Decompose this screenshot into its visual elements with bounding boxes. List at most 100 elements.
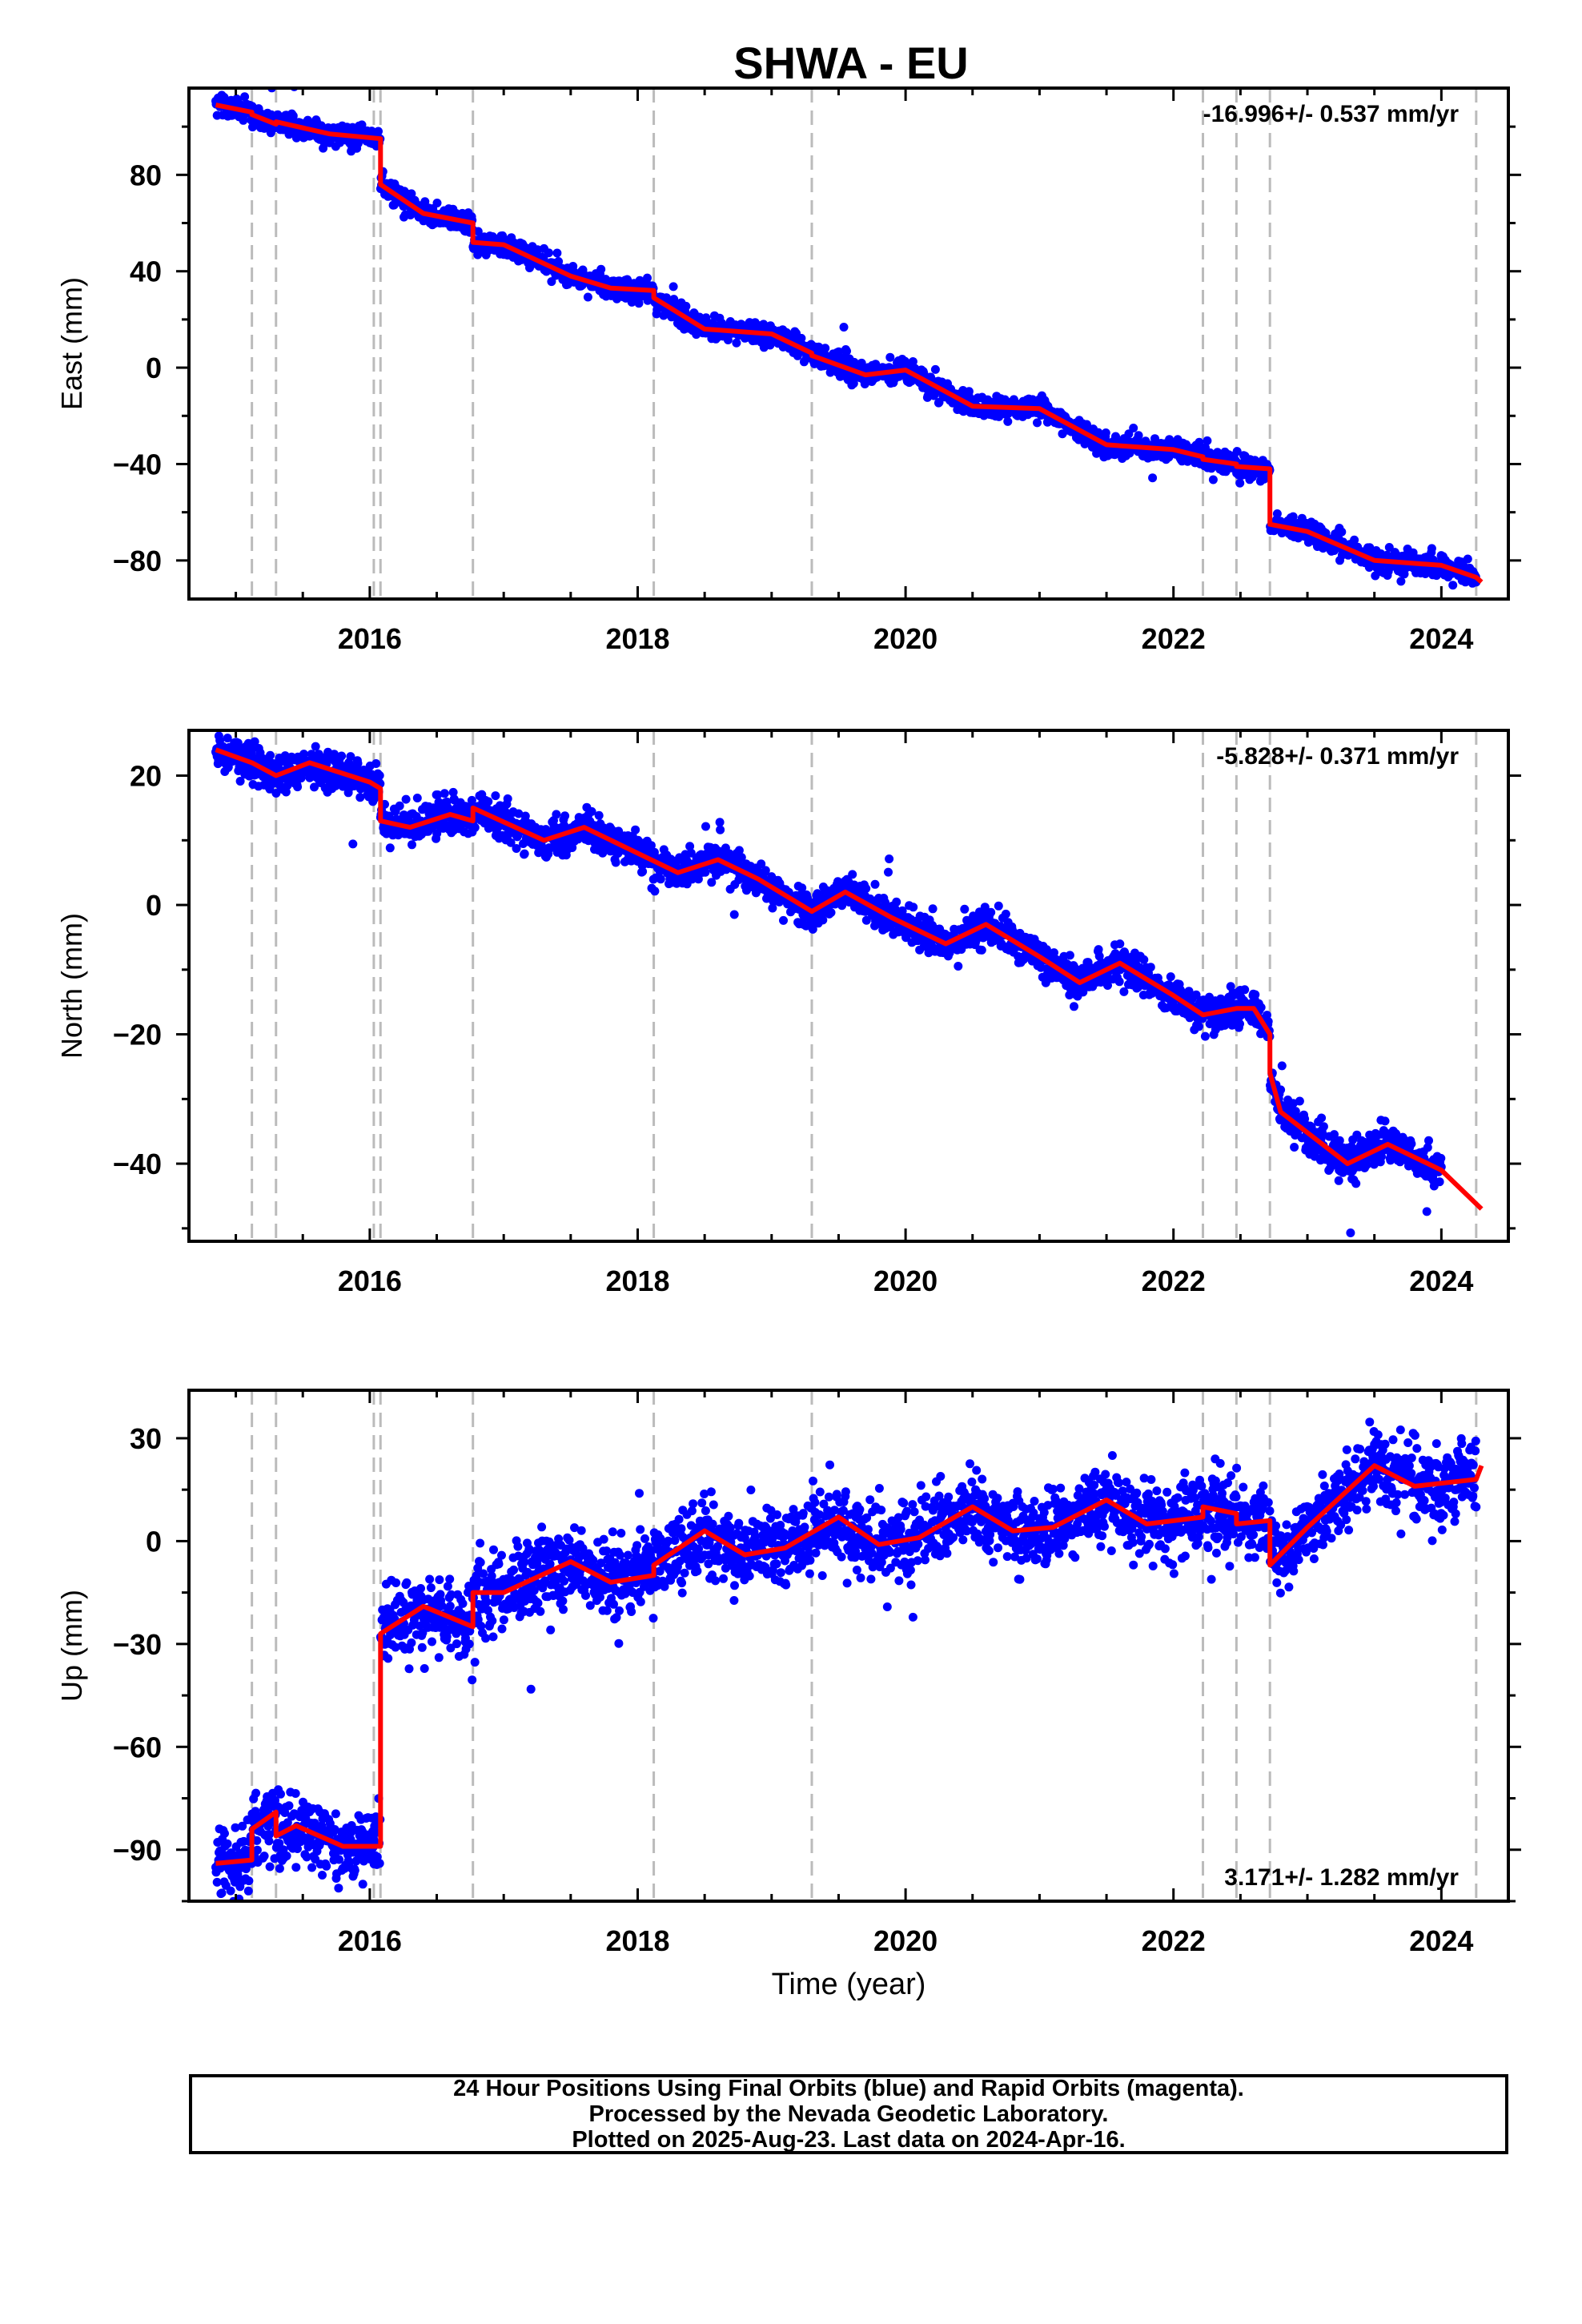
data-point [412, 794, 422, 802]
data-point [848, 870, 857, 879]
data-point [1146, 963, 1155, 972]
data-point [587, 806, 596, 816]
data-point [583, 292, 592, 302]
data-point [1365, 543, 1375, 553]
data-point [395, 801, 404, 810]
data-point [1463, 554, 1472, 564]
data-point [737, 853, 746, 862]
data-point [1350, 535, 1359, 545]
data-point [631, 825, 640, 834]
data-point [1065, 991, 1074, 999]
data-point [715, 818, 725, 827]
data-point [793, 351, 802, 360]
data-point [534, 848, 544, 858]
data-point [544, 248, 553, 258]
data-point [348, 839, 358, 849]
data-point [980, 903, 990, 912]
data-point [1070, 1002, 1078, 1011]
data-point [1396, 577, 1406, 586]
data-point [346, 752, 355, 762]
data-point [1337, 527, 1347, 537]
data-point [1195, 1022, 1203, 1031]
data-point [681, 301, 691, 311]
data-point [407, 189, 416, 199]
data-point [309, 720, 318, 729]
data-point [885, 352, 895, 362]
data-point [842, 347, 851, 356]
data-point [554, 257, 564, 266]
data-point [293, 782, 303, 792]
points-east [211, 88, 1481, 590]
data-point [1065, 951, 1074, 960]
data-point [371, 759, 381, 768]
data-point [1200, 1031, 1210, 1041]
data-point [734, 846, 744, 855]
data-point [1103, 981, 1112, 990]
data-point [1003, 416, 1013, 426]
data-point [484, 797, 493, 806]
data-point [930, 364, 940, 374]
data-point [761, 866, 770, 875]
data-point [934, 397, 944, 407]
y-tick-label: −40 [113, 448, 162, 480]
data-point [560, 811, 570, 821]
data-point [512, 844, 521, 853]
data-point [1166, 972, 1175, 982]
data-point [1148, 473, 1158, 483]
data-point [374, 127, 383, 136]
data-point [685, 842, 695, 851]
data-point [826, 908, 836, 917]
data-point [1129, 424, 1138, 432]
data-point [375, 770, 384, 780]
data-point [337, 751, 347, 761]
data-point [814, 342, 823, 352]
offset-lines-north [251, 730, 1478, 1241]
data-point [885, 854, 894, 863]
y-tick-label: 40 [130, 255, 162, 288]
data-point [821, 344, 830, 353]
data-point [1235, 478, 1245, 488]
data-point [594, 810, 604, 820]
data-point [532, 245, 542, 255]
data-point [299, 750, 308, 759]
data-point [266, 750, 275, 760]
data-point [467, 795, 476, 805]
data-point [503, 794, 512, 803]
figure-title: SHWA - EU [733, 38, 968, 88]
x-tick-label: 2016 [338, 622, 402, 655]
data-point [954, 962, 963, 971]
data-point [281, 787, 291, 797]
data-point [884, 867, 893, 877]
data-point [596, 264, 606, 274]
data-point [1150, 434, 1159, 444]
data-point [385, 843, 395, 853]
data-point [650, 887, 660, 896]
data-point [271, 789, 281, 798]
data-point [1272, 509, 1282, 518]
data-point [919, 368, 929, 378]
data-point [288, 111, 298, 121]
data-point [768, 903, 777, 913]
data-point [250, 737, 259, 746]
y-tick-label: 0 [146, 352, 162, 384]
data-point [1195, 437, 1204, 447]
data-point [408, 840, 416, 850]
data-point [881, 898, 889, 907]
data-point [611, 858, 620, 867]
data-point [797, 333, 806, 343]
data-point [433, 790, 443, 799]
data-point [638, 866, 648, 876]
data-point [1115, 939, 1125, 949]
data-point [1203, 436, 1212, 445]
data-point [1114, 977, 1124, 987]
data-point [994, 901, 1003, 911]
data-point [1050, 948, 1058, 958]
data-point [870, 879, 880, 889]
velocity-label-east: -16.996+/- 0.537 mm/yr [1203, 101, 1460, 127]
y-tick-label: −80 [113, 545, 162, 577]
data-point [310, 782, 319, 792]
